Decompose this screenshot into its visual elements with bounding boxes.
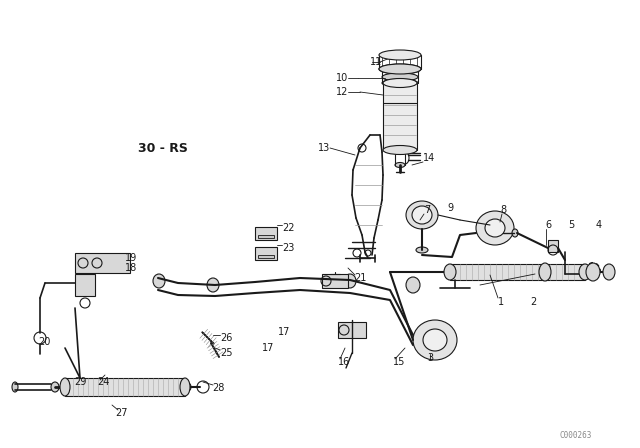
- Text: C000263: C000263: [560, 431, 593, 439]
- Ellipse shape: [485, 219, 505, 237]
- Ellipse shape: [406, 277, 420, 293]
- Bar: [255, 227, 277, 240]
- Text: 15: 15: [393, 357, 405, 367]
- Text: 26: 26: [220, 333, 232, 343]
- Bar: [75, 274, 95, 296]
- Ellipse shape: [539, 263, 551, 281]
- Text: 27: 27: [115, 408, 127, 418]
- Text: 30 - RS: 30 - RS: [138, 142, 188, 155]
- Text: 17: 17: [262, 343, 275, 353]
- Text: 11: 11: [370, 57, 382, 67]
- Ellipse shape: [382, 73, 418, 81]
- Ellipse shape: [60, 378, 70, 396]
- Text: 13: 13: [318, 143, 330, 153]
- Ellipse shape: [379, 50, 421, 60]
- Ellipse shape: [180, 378, 190, 396]
- Ellipse shape: [383, 78, 417, 87]
- Ellipse shape: [423, 329, 447, 351]
- Ellipse shape: [579, 264, 591, 280]
- Text: 19: 19: [125, 253, 137, 263]
- Ellipse shape: [153, 274, 165, 288]
- Text: 7: 7: [424, 205, 430, 215]
- Text: 14: 14: [423, 153, 435, 163]
- Text: 18: 18: [125, 263, 137, 273]
- Bar: [65, 378, 185, 396]
- Text: 23: 23: [282, 243, 294, 253]
- Text: 6: 6: [545, 220, 551, 230]
- Text: 1: 1: [498, 297, 504, 307]
- Text: 25: 25: [220, 348, 232, 358]
- Ellipse shape: [412, 206, 432, 224]
- Text: 20: 20: [38, 337, 51, 347]
- Text: 10: 10: [336, 73, 348, 83]
- Text: 29: 29: [74, 377, 86, 387]
- Ellipse shape: [383, 146, 417, 155]
- Text: 21: 21: [354, 273, 366, 283]
- Text: 9: 9: [447, 203, 453, 213]
- Ellipse shape: [51, 382, 59, 392]
- Text: 2: 2: [530, 297, 536, 307]
- Ellipse shape: [379, 64, 421, 74]
- Ellipse shape: [12, 382, 18, 392]
- Ellipse shape: [379, 64, 421, 74]
- Ellipse shape: [406, 201, 438, 229]
- Ellipse shape: [382, 79, 418, 87]
- Ellipse shape: [416, 247, 428, 253]
- Bar: [338, 322, 366, 338]
- Ellipse shape: [395, 163, 405, 168]
- Text: 22: 22: [282, 223, 294, 233]
- Bar: [255, 247, 277, 260]
- Text: 4: 4: [596, 220, 602, 230]
- Ellipse shape: [207, 278, 219, 292]
- Text: 16: 16: [338, 357, 350, 367]
- Ellipse shape: [185, 383, 191, 391]
- Ellipse shape: [603, 264, 615, 280]
- Bar: [258, 235, 274, 238]
- Ellipse shape: [586, 263, 600, 281]
- Text: 3: 3: [427, 353, 433, 363]
- Text: 5: 5: [568, 220, 574, 230]
- Bar: [450, 264, 585, 280]
- Text: 28: 28: [212, 383, 225, 393]
- Text: 17: 17: [278, 327, 291, 337]
- Text: 8: 8: [500, 205, 506, 215]
- Bar: [258, 255, 274, 258]
- Text: 12: 12: [336, 87, 348, 97]
- Text: 24: 24: [97, 377, 109, 387]
- Ellipse shape: [512, 229, 518, 237]
- Ellipse shape: [344, 274, 356, 288]
- Bar: [322, 274, 348, 288]
- Ellipse shape: [444, 264, 456, 280]
- Ellipse shape: [476, 211, 514, 245]
- Bar: [548, 240, 558, 252]
- Bar: [75, 253, 130, 273]
- Ellipse shape: [413, 320, 457, 360]
- Bar: [383, 83, 417, 150]
